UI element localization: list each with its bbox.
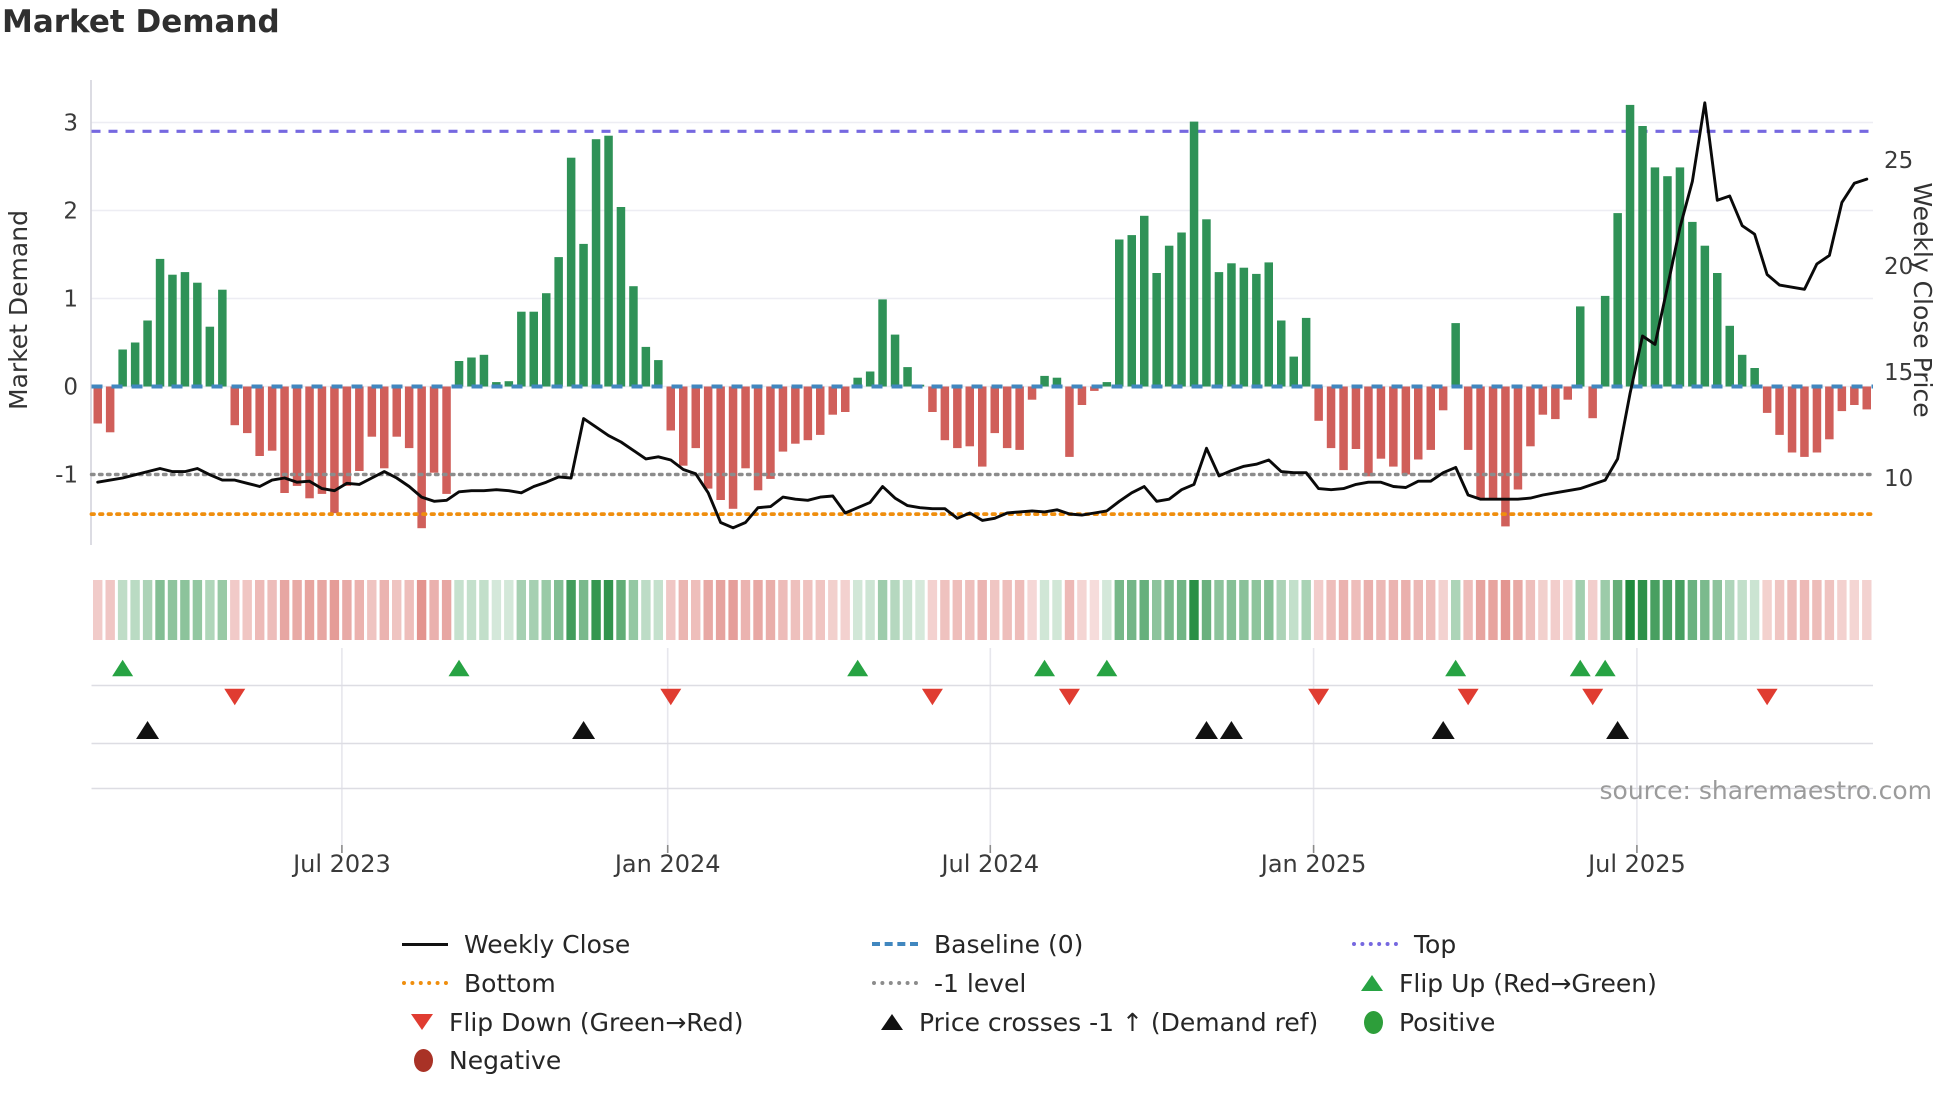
- legend-item: Negative: [402, 1043, 561, 1077]
- svg-text:Jul 2023: Jul 2023: [291, 850, 391, 878]
- legend-item-label: Negative: [449, 1045, 562, 1075]
- legend-item-label: Positive: [1399, 1007, 1496, 1037]
- legend-swatch-line: [402, 981, 448, 985]
- price-axis-label: Weekly Close Price: [1908, 182, 1937, 418]
- legend-swatch-triangle-up-icon: [1361, 975, 1383, 991]
- svg-text:20: 20: [1884, 254, 1913, 280]
- svg-text:Jul 2025: Jul 2025: [1586, 850, 1686, 878]
- legend-item-label: Price crosses -1 ↑ (Demand ref): [919, 1007, 1319, 1037]
- legend-item: Positive: [1352, 1005, 1495, 1039]
- legend-item-label: Flip Up (Red→Green): [1399, 968, 1657, 998]
- svg-text:Jul 2024: Jul 2024: [939, 850, 1039, 878]
- svg-text:0: 0: [63, 375, 78, 401]
- page-title: Market Demand: [2, 4, 280, 40]
- legend-item: Weekly Close: [402, 927, 630, 961]
- source-note: source: sharemaestro.com: [1599, 776, 1933, 805]
- demand-axis-label: Market Demand: [4, 210, 33, 410]
- legend-item: Flip Up (Red→Green): [1352, 966, 1657, 1000]
- svg-text:Jan 2024: Jan 2024: [613, 850, 721, 878]
- legend-item: Flip Down (Green→Red): [402, 1005, 744, 1039]
- legend-item-label: Top: [1414, 929, 1457, 959]
- legend-swatch-triangle-down-icon: [411, 1014, 433, 1030]
- legend-item-label: Baseline (0): [934, 929, 1084, 959]
- legend-item-label: Flip Down (Green→Red): [449, 1007, 744, 1037]
- svg-text:-1: -1: [55, 463, 78, 489]
- legend-item-label: Weekly Close: [464, 929, 631, 959]
- svg-text:15: 15: [1884, 360, 1913, 386]
- legend-swatch-line: [872, 981, 918, 985]
- svg-text:Jan 2025: Jan 2025: [1259, 850, 1367, 878]
- legend-item: Baseline (0): [872, 927, 1083, 961]
- legend-swatch-line: [872, 942, 918, 946]
- legend-item: Price crosses -1 ↑ (Demand ref): [872, 1005, 1318, 1039]
- legend-swatch-circle-icon: [1364, 1010, 1383, 1034]
- svg-text:10: 10: [1884, 466, 1913, 492]
- svg-text:3: 3: [63, 111, 78, 137]
- legend-item: Top: [1352, 927, 1456, 961]
- legend-item-label: -1 level: [934, 968, 1027, 998]
- legend-item: -1 level: [872, 966, 1026, 1000]
- svg-text:1: 1: [63, 287, 78, 313]
- legend-swatch-triangle-up-icon: [881, 1014, 903, 1030]
- legend-swatch-circle-icon: [414, 1048, 433, 1072]
- svg-text:2: 2: [63, 199, 78, 225]
- legend-item-label: Bottom: [464, 968, 556, 998]
- svg-text:25: 25: [1884, 148, 1913, 174]
- legend-swatch-line: [1352, 942, 1398, 946]
- legend-swatch-line: [402, 942, 448, 946]
- legend-item: Bottom: [402, 966, 556, 1000]
